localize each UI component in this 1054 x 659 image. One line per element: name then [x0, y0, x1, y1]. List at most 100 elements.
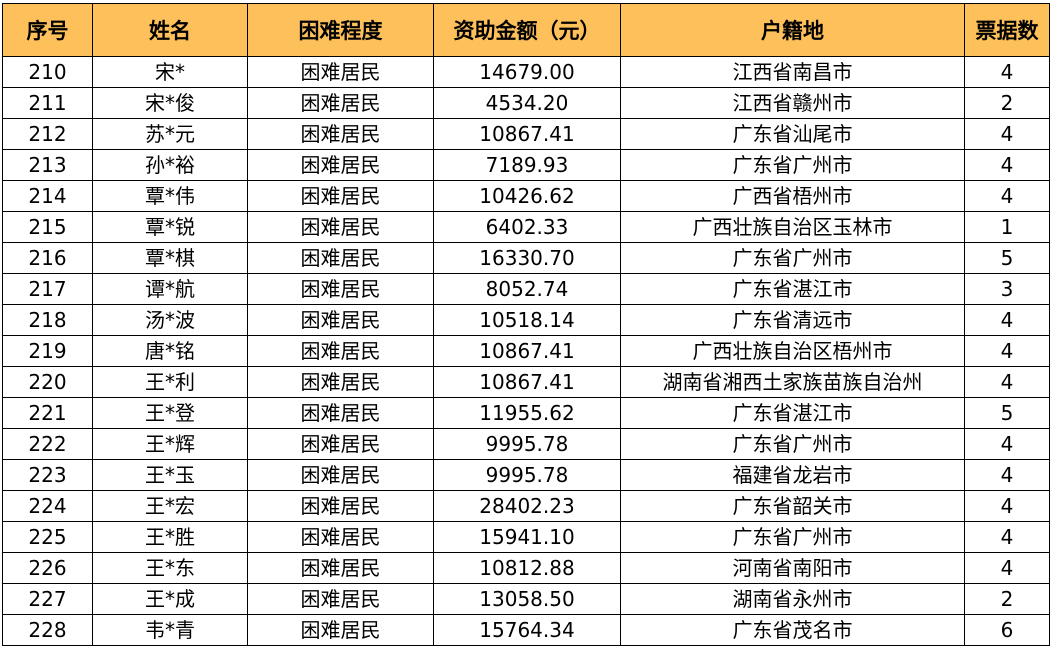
household-registration-cell: 广东省广州市: [620, 428, 965, 460]
name-cell: 唐*铭: [92, 335, 248, 367]
receipt-count-cell: 4: [964, 304, 1050, 336]
table-row: 214 覃*伟 困难居民 10426.62 广西省梧州市 4: [2, 180, 1050, 212]
aid-amount-cell: 9995.78: [433, 459, 621, 491]
table-row: 225 王*胜 困难居民 15941.10 广东省广州市 4: [2, 521, 1050, 553]
hardship-level-cell: 困难居民: [247, 614, 434, 646]
hardship-level-cell: 困难居民: [247, 366, 434, 398]
hardship-level-cell: 困难居民: [247, 87, 434, 119]
name-cell: 覃*伟: [92, 180, 248, 212]
serial-cell: 210: [2, 56, 93, 88]
aid-amount-cell: 6402.33: [433, 211, 621, 243]
receipt-count-cell: 4: [964, 180, 1050, 212]
aid-amount-cell: 10812.88: [433, 552, 621, 584]
aid-amount-cell: 7189.93: [433, 149, 621, 181]
hardship-level-cell: 困难居民: [247, 273, 434, 305]
serial-cell: 212: [2, 118, 93, 150]
hardship-level-cell: 困难居民: [247, 149, 434, 181]
receipt-count-cell: 5: [964, 242, 1050, 274]
receipt-count-cell: 4: [964, 490, 1050, 522]
name-cell: 宋*: [92, 56, 248, 88]
household-registration-cell: 江西省南昌市: [620, 56, 965, 88]
serial-cell: 220: [2, 366, 93, 398]
name-cell: 苏*元: [92, 118, 248, 150]
serial-cell: 228: [2, 614, 93, 646]
aid-amount-cell: 14679.00: [433, 56, 621, 88]
table-row: 224 王*宏 困难居民 28402.23 广东省韶关市 4: [2, 490, 1050, 522]
hardship-level-cell: 困难居民: [247, 56, 434, 88]
household-registration-cell: 广东省广州市: [620, 242, 965, 274]
hardship-level-cell: 困难居民: [247, 459, 434, 491]
receipt-count-cell: 5: [964, 397, 1050, 429]
household-registration-cell: 广东省汕尾市: [620, 118, 965, 150]
col-header-receipt-count: 票据数: [964, 3, 1050, 57]
serial-cell: 226: [2, 552, 93, 584]
serial-cell: 223: [2, 459, 93, 491]
household-registration-cell: 河南省南阳市: [620, 552, 965, 584]
aid-amount-cell: 15941.10: [433, 521, 621, 553]
name-cell: 王*东: [92, 552, 248, 584]
name-cell: 谭*航: [92, 273, 248, 305]
name-cell: 覃*锐: [92, 211, 248, 243]
receipt-count-cell: 1: [964, 211, 1050, 243]
aid-amount-cell: 4534.20: [433, 87, 621, 119]
household-registration-cell: 广西省梧州市: [620, 180, 965, 212]
household-registration-cell: 湖南省永州市: [620, 583, 965, 615]
receipt-count-cell: 4: [964, 56, 1050, 88]
receipt-count-cell: 4: [964, 521, 1050, 553]
table-row: 223 王*玉 困难居民 9995.78 福建省龙岩市 4: [2, 459, 1050, 491]
aid-amount-cell: 10867.41: [433, 366, 621, 398]
hardship-level-cell: 困难居民: [247, 397, 434, 429]
name-cell: 汤*波: [92, 304, 248, 336]
name-cell: 王*胜: [92, 521, 248, 553]
household-registration-cell: 广东省茂名市: [620, 614, 965, 646]
household-registration-cell: 广东省韶关市: [620, 490, 965, 522]
receipt-count-cell: 6: [964, 614, 1050, 646]
hardship-level-cell: 困难居民: [247, 583, 434, 615]
hardship-level-cell: 困难居民: [247, 490, 434, 522]
serial-cell: 224: [2, 490, 93, 522]
serial-cell: 221: [2, 397, 93, 429]
serial-cell: 225: [2, 521, 93, 553]
serial-cell: 219: [2, 335, 93, 367]
table-row: 211 宋*俊 困难居民 4534.20 江西省赣州市 2: [2, 87, 1050, 119]
hardship-level-cell: 困难居民: [247, 180, 434, 212]
serial-cell: 213: [2, 149, 93, 181]
aid-amount-cell: 9995.78: [433, 428, 621, 460]
aid-amount-cell: 11955.62: [433, 397, 621, 429]
receipt-count-cell: 4: [964, 459, 1050, 491]
aid-amount-cell: 10426.62: [433, 180, 621, 212]
serial-cell: 215: [2, 211, 93, 243]
table-row: 227 王*成 困难居民 13058.50 湖南省永州市 2: [2, 583, 1050, 615]
col-header-aid-amount: 资助金额（元）: [433, 3, 621, 57]
household-registration-cell: 湖南省湘西土家族苗族自治州: [620, 366, 965, 398]
receipt-count-cell: 4: [964, 428, 1050, 460]
receipt-count-cell: 4: [964, 552, 1050, 584]
receipt-count-cell: 2: [964, 87, 1050, 119]
table-row: 228 韦*青 困难居民 15764.34 广东省茂名市 6: [2, 614, 1050, 646]
aid-recipients-table: 序号 姓名 困难程度 资助金额（元） 户籍地 票据数 210 宋* 困难居民 1467…: [2, 3, 1050, 646]
household-registration-cell: 广东省广州市: [620, 149, 965, 181]
name-cell: 王*成: [92, 583, 248, 615]
col-header-name: 姓名: [92, 3, 248, 57]
receipt-count-cell: 3: [964, 273, 1050, 305]
serial-cell: 222: [2, 428, 93, 460]
col-header-hardship-level: 困难程度: [247, 3, 434, 57]
table-row: 222 王*辉 困难居民 9995.78 广东省广州市 4: [2, 428, 1050, 460]
aid-amount-cell: 10867.41: [433, 118, 621, 150]
aid-amount-cell: 16330.70: [433, 242, 621, 274]
serial-cell: 227: [2, 583, 93, 615]
table-row: 219 唐*铭 困难居民 10867.41 广西壮族自治区梧州市 4: [2, 335, 1050, 367]
receipt-count-cell: 4: [964, 118, 1050, 150]
name-cell: 王*玉: [92, 459, 248, 491]
name-cell: 王*利: [92, 366, 248, 398]
table-row: 210 宋* 困难居民 14679.00 江西省南昌市 4: [2, 56, 1050, 88]
name-cell: 宋*俊: [92, 87, 248, 119]
serial-cell: 218: [2, 304, 93, 336]
receipt-count-cell: 4: [964, 335, 1050, 367]
aid-amount-cell: 8052.74: [433, 273, 621, 305]
aid-amount-cell: 28402.23: [433, 490, 621, 522]
hardship-level-cell: 困难居民: [247, 211, 434, 243]
name-cell: 王*辉: [92, 428, 248, 460]
col-header-serial: 序号: [2, 3, 93, 57]
name-cell: 王*宏: [92, 490, 248, 522]
